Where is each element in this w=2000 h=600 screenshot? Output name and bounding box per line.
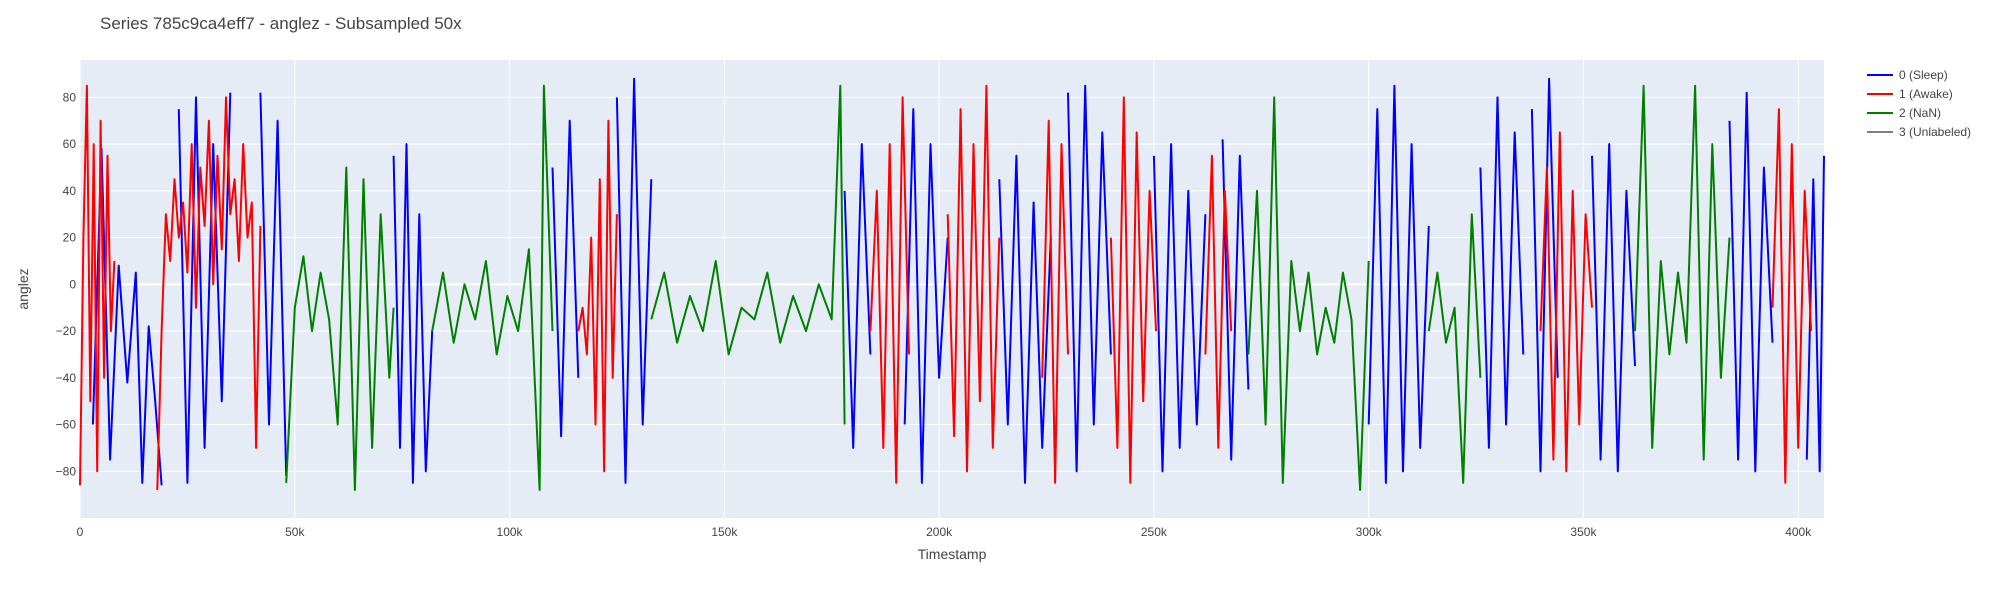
- grid-lines: [79, 60, 1824, 518]
- series-line-1-0: [79, 84, 116, 486]
- series-line-0-13: [1479, 96, 1525, 449]
- y-tick-label: −20: [56, 324, 77, 338]
- series-line-1-6: [1109, 96, 1157, 484]
- x-tick-label: 400k: [1785, 525, 1812, 539]
- series-line-0-10: [1152, 143, 1207, 473]
- series-line-0-5: [615, 77, 653, 484]
- series-line-0-3: [392, 143, 434, 484]
- series-line-1-2: [577, 119, 618, 473]
- y-tick-label: 60: [63, 137, 77, 151]
- series-line-0-15: [1591, 143, 1636, 473]
- y-tick-label: 40: [63, 184, 77, 198]
- series-line-2-1: [431, 84, 554, 491]
- series-line-1-3: [869, 96, 910, 484]
- y-tick-label: −80: [56, 464, 77, 478]
- legend-label: 1 (Awake): [1899, 87, 1953, 101]
- series-line-0-2: [259, 92, 288, 476]
- series-line-2-0: [285, 166, 395, 491]
- series-line-2-4: [1427, 213, 1482, 484]
- series-line-0-1: [177, 92, 232, 484]
- x-tick-label: 250k: [1141, 525, 1168, 539]
- y-tick-label: 0: [69, 277, 76, 291]
- y-tick-label: −60: [56, 418, 77, 432]
- series-line-2-2: [650, 84, 846, 425]
- series-line-1-8: [1539, 131, 1593, 473]
- series-line-1-9: [1771, 108, 1813, 484]
- legend-label: 2 (NaN): [1899, 106, 1941, 120]
- series-line-0-11: [1221, 139, 1250, 461]
- legend-item[interactable]: 0 (Sleep): [1867, 68, 1948, 82]
- series-line-1-5: [1041, 119, 1069, 484]
- y-tick-label: −40: [56, 371, 77, 385]
- x-tick-label: 200k: [926, 525, 953, 539]
- series-line-0-4: [551, 119, 580, 438]
- x-tick-label: 350k: [1570, 525, 1597, 539]
- series-line-0-8: [998, 154, 1052, 484]
- x-tick-label: 50k: [285, 525, 305, 539]
- x-tick-label: 300k: [1356, 525, 1383, 539]
- series-line-0-9: [1067, 84, 1112, 473]
- legend-label: 3 (Unlabeled): [1899, 125, 1971, 139]
- y-tick-label: 80: [63, 90, 77, 104]
- series-line-0-16: [1728, 91, 1774, 473]
- y-axis-title: anglez: [15, 268, 31, 309]
- series-line-1-1: [156, 96, 262, 491]
- series-line-0-7: [903, 108, 949, 484]
- series-line-1-4: [946, 84, 1001, 473]
- series-line-0-6: [843, 143, 872, 449]
- series-line-2-3: [1247, 96, 1370, 491]
- legend-item[interactable]: 1 (Awake): [1867, 87, 1953, 101]
- legend-item[interactable]: 3 (Unlabeled): [1867, 125, 1971, 139]
- series-line-2-5: [1634, 84, 1731, 461]
- legend-label: 0 (Sleep): [1899, 68, 1948, 82]
- x-tick-label: 150k: [711, 525, 738, 539]
- x-tick-label: 100k: [497, 525, 524, 539]
- series-line-0-12: [1367, 84, 1430, 484]
- series-line-1-7: [1204, 154, 1233, 449]
- series-line-0-14: [1530, 77, 1559, 473]
- y-tick-label: 20: [63, 231, 77, 245]
- x-axis-title: Timestamp: [918, 546, 987, 562]
- legend[interactable]: 0 (Sleep) 1 (Awake) 2 (NaN) 3 (Unlabeled): [1867, 68, 1971, 139]
- chart-title: Series 785c9ca4eff7 - anglez - Subsample…: [100, 14, 462, 33]
- axis-ticks: 0 50k 100k 150k 200k 250k 300k 350k 400k −80 −60 −4…: [56, 90, 1813, 539]
- series-lines: [79, 77, 1825, 491]
- legend-item[interactable]: 2 (NaN): [1867, 106, 1941, 120]
- x-tick-label: 0: [77, 525, 84, 539]
